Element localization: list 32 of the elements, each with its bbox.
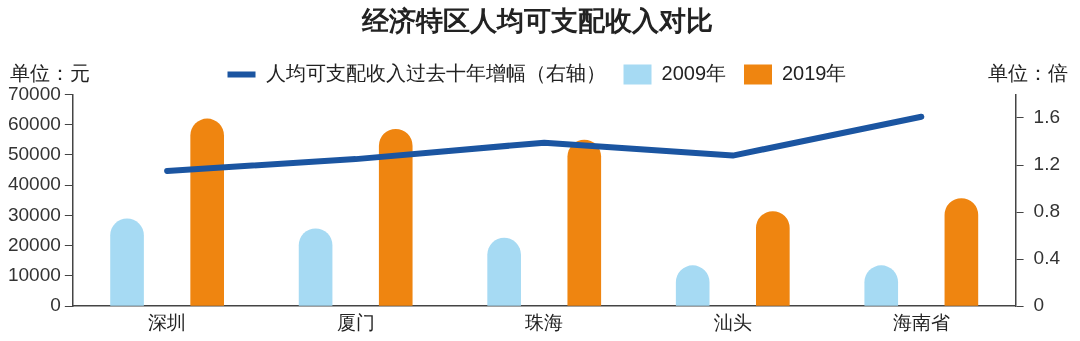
y2-tick-label: 1.6	[1033, 106, 1061, 128]
legend-label: 人均可支配收入过去十年增幅（右轴）	[265, 61, 606, 84]
y-tick-label: 70000	[7, 82, 61, 104]
y-tick-label: 0	[50, 294, 61, 316]
bar	[944, 198, 979, 306]
y2-tick-label: 0	[1033, 294, 1045, 316]
bar	[110, 218, 144, 306]
bar	[298, 228, 333, 306]
y-tick-label: 40000	[7, 173, 61, 195]
y2-tick-label: 1.2	[1033, 153, 1061, 175]
y2-tick-label: 0.8	[1033, 200, 1061, 222]
bar	[567, 139, 602, 306]
y2-axis-title: 单位：倍	[988, 61, 1068, 84]
y-tick-label: 20000	[7, 233, 61, 255]
bar	[190, 118, 225, 306]
x-tick-label: 汕头	[713, 311, 752, 333]
legend-label: 2019年	[782, 61, 847, 84]
y-tick-label: 50000	[7, 143, 61, 165]
bar	[378, 128, 413, 306]
x-tick-label: 珠海	[525, 311, 564, 333]
x-tick-label: 深圳	[148, 311, 187, 333]
y-tick-label: 60000	[7, 112, 61, 134]
x-tick-label: 厦门	[336, 311, 375, 333]
y-tick-label: 10000	[7, 264, 61, 286]
bar	[487, 237, 521, 306]
chart-title: 经济特区人均可支配收入对比	[360, 5, 713, 36]
legend-label: 2009年	[661, 61, 727, 84]
y-tick-label: 30000	[7, 203, 61, 225]
bar	[756, 211, 790, 306]
x-tick-label: 海南省	[892, 311, 950, 333]
y-axis-title: 单位：元	[10, 61, 90, 84]
y2-tick-label: 0.4	[1033, 247, 1061, 269]
